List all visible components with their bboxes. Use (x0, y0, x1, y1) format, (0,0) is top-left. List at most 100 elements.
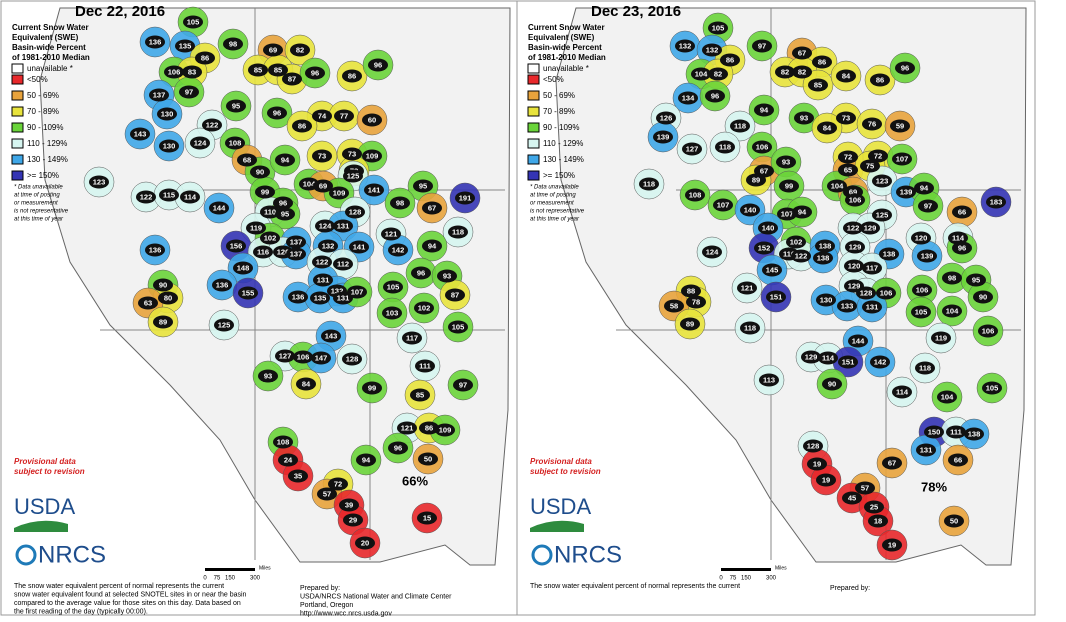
basin-badge (313, 179, 333, 193)
basin-badge (368, 58, 388, 72)
basin-badge (777, 207, 797, 221)
scale-label: 150 (741, 576, 752, 582)
basin-badge (159, 188, 179, 202)
basin-badge (223, 37, 243, 51)
legend-label: unavailable * (543, 64, 589, 73)
basin-value: 96 (273, 108, 281, 117)
basin-badge (402, 331, 422, 345)
basin-value: 107 (717, 200, 730, 209)
basin-badge (333, 219, 353, 233)
basin-value: 104 (831, 181, 844, 190)
footer-text: The snow water equivalent percent of nor… (14, 583, 224, 590)
basin-badge (872, 174, 892, 188)
basin-badge (948, 231, 968, 245)
basin-value: 85 (274, 65, 282, 74)
basin-value: 120 (277, 247, 290, 256)
basin-badge (762, 263, 782, 277)
basin-badge (288, 469, 308, 483)
legend-swatch (11, 63, 24, 74)
provisional-note: subject to revision (14, 467, 85, 476)
basin-badge (813, 251, 833, 265)
basin-badge (278, 453, 298, 467)
basin-badge (286, 247, 306, 261)
basin-badge (390, 196, 410, 210)
basin-badge (212, 278, 232, 292)
basin-value: 107 (896, 154, 909, 163)
legend-note: at this time of year (14, 217, 64, 223)
basin-value: 97 (924, 201, 932, 210)
basin-badge (268, 63, 288, 77)
scale-label: 75 (214, 576, 221, 582)
basin-value: 115 (163, 190, 175, 199)
basin-badge (911, 305, 931, 319)
basin-value: 132 (679, 41, 692, 50)
basin-value: 155 (242, 288, 255, 297)
basin-value: 106 (880, 288, 893, 297)
basin-badge (870, 355, 890, 369)
basin-badge (448, 320, 468, 334)
basin-badge (286, 235, 306, 249)
basin-badge (708, 21, 728, 35)
basin-value: 96 (279, 198, 287, 207)
basin-badge (937, 390, 957, 404)
basin-value: 85 (416, 390, 424, 399)
basin-value: 117 (406, 333, 418, 342)
basin-badge (759, 373, 779, 387)
usda-swoosh (14, 520, 68, 532)
basin-badge (924, 425, 944, 439)
scale-unit: Miles (259, 565, 271, 571)
basin-badge (342, 147, 362, 161)
legend-label: <50% (543, 75, 564, 84)
basin-badge (838, 355, 858, 369)
legend-swatch (527, 138, 540, 149)
legend-swatch (11, 74, 24, 85)
basin-badge (296, 377, 316, 391)
basin-value: 95 (972, 275, 980, 284)
basin-value: 50 (950, 516, 958, 525)
basin-badge (410, 388, 430, 402)
basin-value: 20 (361, 538, 369, 547)
basin-value: 99 (785, 181, 793, 190)
basin-badge (183, 15, 203, 29)
basin-badge (801, 350, 821, 364)
basin-badge (349, 240, 369, 254)
basin-badge (948, 453, 968, 467)
basin-badge (195, 51, 215, 65)
basin-value: 125 (218, 320, 231, 329)
basin-value: 90 (828, 379, 836, 388)
basin-value: 96 (311, 68, 319, 77)
basin-value: 118 (744, 323, 756, 332)
basin-value: 121 (385, 229, 398, 238)
legend-swatch (11, 106, 24, 117)
basin-value: 152 (758, 243, 771, 252)
basin-value: 121 (741, 283, 754, 292)
basin-badge (381, 227, 401, 241)
nrcs-logo: NRCS (554, 541, 622, 568)
basin-value: 105 (986, 383, 999, 392)
basin-value: 109 (333, 188, 346, 197)
basin-value: 119 (250, 223, 262, 232)
basin-badge (226, 239, 246, 253)
basin-badge (862, 300, 882, 314)
prepared-by: Portland, Oregon (300, 602, 353, 609)
basin-badge (730, 119, 750, 133)
basin-badge (844, 259, 864, 273)
basin-badge (776, 155, 796, 169)
basin-value: 137 (290, 237, 303, 246)
basin-badge (290, 43, 310, 57)
legend-note: at time of posting (14, 193, 60, 199)
basin-value: 94 (362, 455, 371, 464)
legend-label: <50% (27, 75, 48, 84)
basin-value: 87 (288, 74, 296, 83)
basin-value: 15 (423, 513, 431, 522)
basin-badge (705, 89, 725, 103)
basin-value: 151 (842, 357, 855, 366)
basin-value: 137 (153, 90, 166, 99)
basin-badge (334, 109, 354, 123)
basin-badge (159, 139, 179, 153)
usda-logo: USDA (530, 494, 591, 519)
basin-value: 136 (292, 292, 305, 301)
basin-value: 102 (418, 303, 431, 312)
provisional-note: subject to revision (530, 467, 601, 476)
basin-value: 97 (185, 87, 193, 96)
